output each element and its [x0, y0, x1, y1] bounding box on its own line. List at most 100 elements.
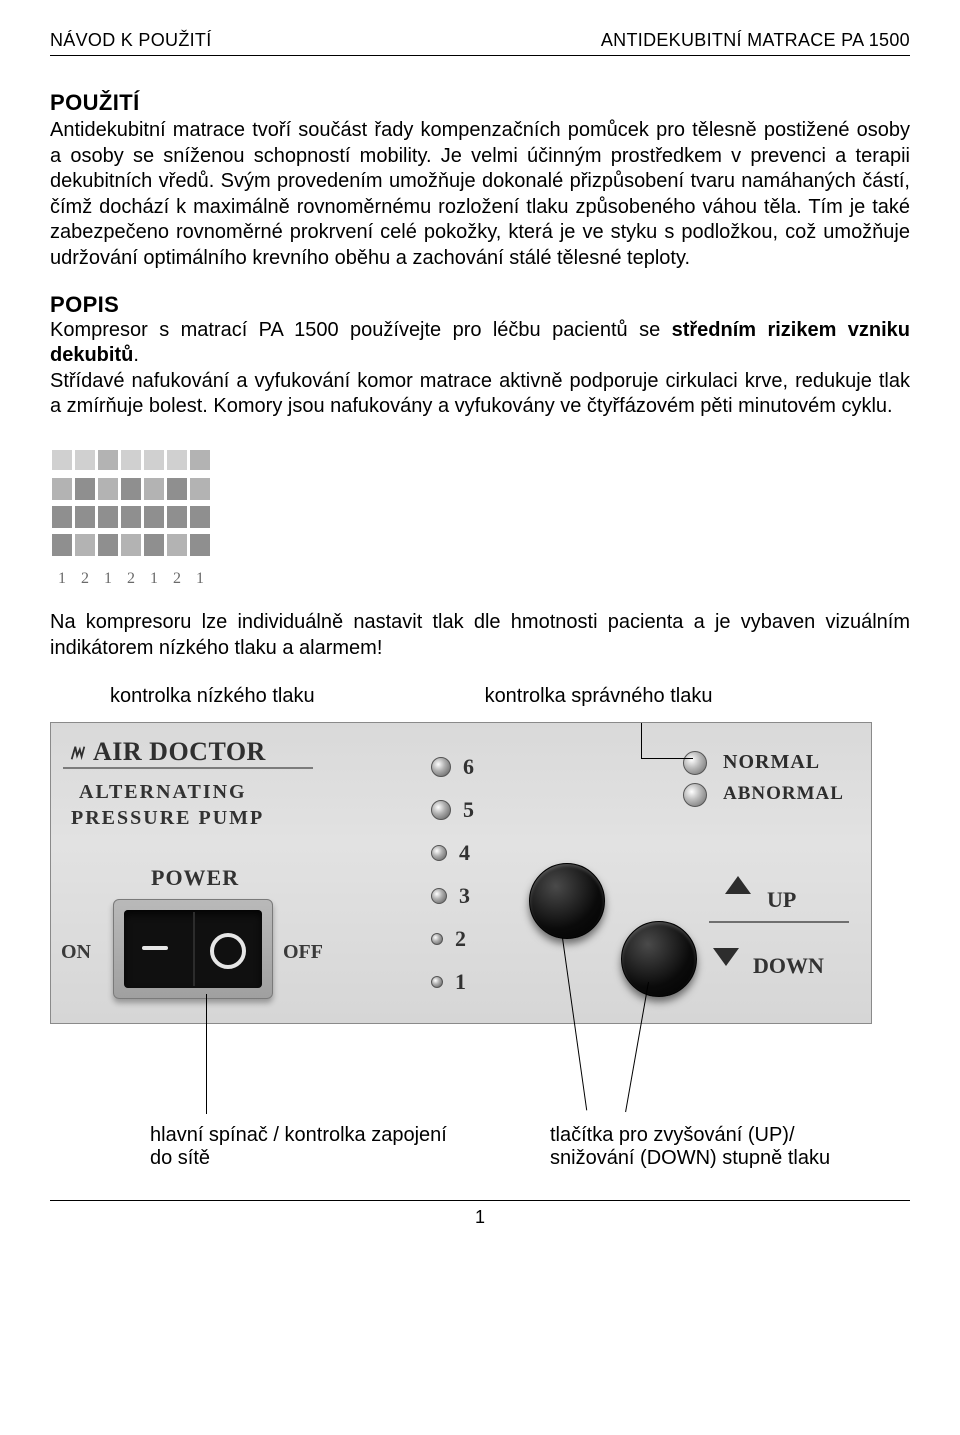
- level-number: 2: [455, 926, 471, 952]
- normal-text: NORMAL: [723, 751, 820, 774]
- power-switch[interactable]: [113, 899, 273, 999]
- phase-labels: 1212121: [52, 570, 910, 588]
- popis-p1: Kompresor s matrací PA 1500 používejte p…: [50, 318, 910, 369]
- brand-underline: [63, 767, 313, 769]
- abnormal-led-icon: [683, 783, 707, 807]
- switch-on-mark-icon: [142, 946, 168, 950]
- level-led-icon: [431, 976, 443, 988]
- level-number: 3: [459, 883, 475, 909]
- level-number: 5: [463, 797, 479, 823]
- page-number: 1: [50, 1207, 910, 1228]
- phase-row: [52, 478, 910, 500]
- header-right: ANTIDEKUBITNÍ MATRACE PA 1500: [601, 30, 910, 51]
- switch-off-mark-icon: [210, 933, 246, 969]
- phase-cell: [52, 506, 72, 528]
- phase-cell: [75, 506, 95, 528]
- phase-cell: [190, 534, 210, 556]
- phase-cell: [190, 478, 210, 500]
- phase-cell: [144, 534, 164, 556]
- brand-logo-icon: [69, 744, 87, 762]
- phase-row: [52, 450, 910, 472]
- page: NÁVOD K POUŽITÍ ANTIDEKUBITNÍ MATRACE PA…: [0, 0, 960, 1268]
- use-body: Antidekubitní matrace tvoří součást řady…: [50, 118, 910, 272]
- knob-lower[interactable]: [621, 921, 697, 997]
- phase-cell: [52, 478, 72, 500]
- level-led-column: 6 5 4 3 2 1: [431, 745, 479, 1003]
- compressor-panel: AIR DOCTOR ALTERNATING PRESSURE PUMP POW…: [50, 722, 872, 1024]
- down-label: DOWN: [753, 953, 824, 979]
- header-left: NÁVOD K POUŽITÍ: [50, 30, 212, 51]
- phase-cell: [190, 450, 210, 470]
- down-arrow-icon: [713, 948, 739, 966]
- phase-cell: [167, 478, 187, 500]
- top-callouts: kontrolka nízkého tlaku kontrolka správn…: [50, 685, 910, 708]
- level-row: 3: [431, 874, 479, 917]
- phase-cell: [75, 534, 95, 556]
- normal-led-icon: [683, 751, 707, 775]
- level-number: 4: [459, 840, 475, 866]
- level-row: 1: [431, 960, 479, 1003]
- phase-cell: [52, 534, 72, 556]
- callout-up-down-buttons: tlačítka pro zvyšování (UP)/ snižování (…: [550, 1124, 880, 1170]
- level-led-icon: [431, 757, 451, 777]
- callout-correct-pressure: kontrolka správného tlaku: [485, 685, 713, 708]
- phase-cell: [121, 506, 141, 528]
- panel-sub2: PRESSURE PUMP: [71, 807, 264, 830]
- callout-low-pressure: kontrolka nízkého tlaku: [110, 685, 315, 708]
- phase-cell: [75, 450, 95, 470]
- header-row: NÁVOD K POUŽITÍ ANTIDEKUBITNÍ MATRACE PA…: [50, 30, 910, 51]
- on-label: ON: [61, 941, 91, 964]
- level-led-icon: [431, 888, 447, 904]
- abnormal-text: ABNORMAL: [723, 783, 844, 805]
- up-down-separator: [709, 921, 849, 923]
- level-led-icon: [431, 933, 443, 945]
- up-label: UP: [767, 887, 796, 913]
- phase-row: [52, 506, 910, 528]
- phase-cell: [121, 534, 141, 556]
- header-rule: [50, 55, 910, 56]
- popis-p1-pre: Kompresor s matrací PA 1500 používejte p…: [50, 319, 672, 341]
- bottom-callouts: hlavní spínač / kontrolka zapojení do sí…: [50, 1124, 910, 1170]
- phase-label: 1: [190, 570, 210, 588]
- callout-line-normal-v: [641, 722, 642, 758]
- phase-label: 2: [121, 570, 141, 588]
- phase-cell: [98, 450, 118, 470]
- brand-label: AIR DOCTOR: [69, 737, 266, 767]
- after-diagram-text: Na kompresoru lze individuálně nastavit …: [50, 610, 910, 661]
- level-row: 5: [431, 788, 479, 831]
- callout-line-switch: [206, 994, 207, 1114]
- phase-cell: [190, 506, 210, 528]
- phase-cell: [75, 478, 95, 500]
- panel-wrap: AIR DOCTOR ALTERNATING PRESSURE PUMP POW…: [50, 722, 910, 1024]
- footer-rule: [50, 1200, 910, 1201]
- level-row: 6: [431, 745, 479, 788]
- phase-cell: [121, 478, 141, 500]
- level-row: 4: [431, 831, 479, 874]
- phase-row: [52, 534, 910, 556]
- up-arrow-icon: [725, 876, 751, 894]
- phase-label: 2: [75, 570, 95, 588]
- phase-cell: [167, 506, 187, 528]
- knob-upper[interactable]: [529, 863, 605, 939]
- level-row: 2: [431, 917, 479, 960]
- level-led-icon: [431, 845, 447, 861]
- level-number: 1: [455, 969, 471, 995]
- switch-divider: [193, 912, 195, 986]
- phase-cell: [52, 450, 72, 470]
- phase-cell: [167, 450, 187, 470]
- popis-p2: Střídavé nafukování a vyfukování komor m…: [50, 369, 910, 420]
- phase-cell: [167, 534, 187, 556]
- level-number: 6: [463, 754, 479, 780]
- level-led-icon: [431, 800, 451, 820]
- phase-label: 1: [144, 570, 164, 588]
- phase-label: 1: [52, 570, 72, 588]
- phase-cell: [144, 478, 164, 500]
- section-title-use: POUŽITÍ: [50, 90, 910, 116]
- callout-line-normal-h: [641, 758, 693, 759]
- panel-sub1: ALTERNATING: [79, 781, 247, 804]
- phase-cell: [144, 506, 164, 528]
- phase-cell: [98, 534, 118, 556]
- phase-diagram: 1212121: [52, 450, 910, 588]
- phase-label: 1: [98, 570, 118, 588]
- phase-cell: [98, 506, 118, 528]
